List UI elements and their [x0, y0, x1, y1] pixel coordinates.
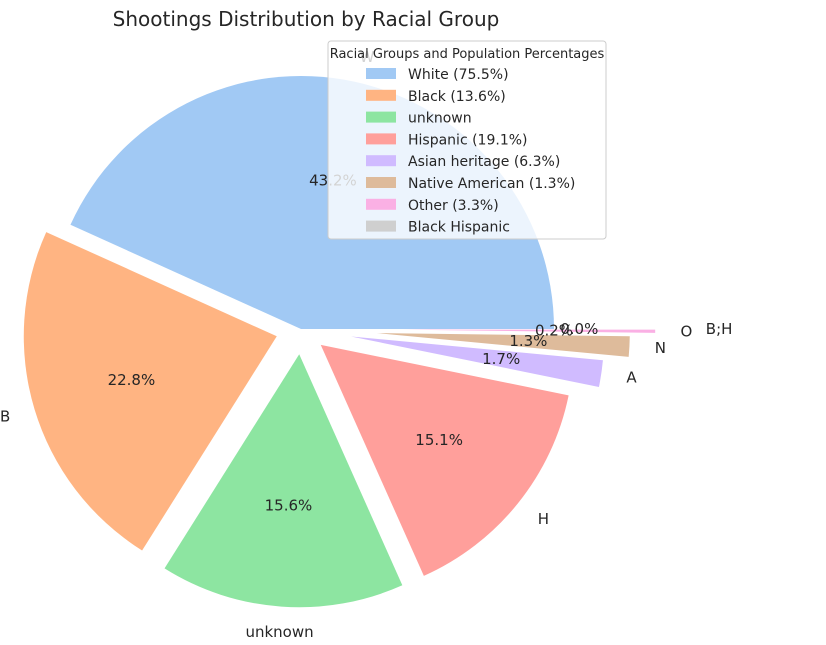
legend-swatch	[366, 68, 396, 79]
pie-slice-h	[320, 344, 569, 576]
legend-entries: White (75.5%) Black (13.6%) unknown Hispani…	[366, 67, 575, 236]
legend-entry-label: Hispanic (19.1%)	[408, 132, 528, 148]
slice-percentage-label: 0.2%	[535, 322, 573, 340]
pie-slice-a	[351, 336, 603, 388]
legend-title: Racial Groups and Population Percentages	[330, 47, 605, 62]
pie-slice-n	[376, 333, 630, 357]
slice-label: B;H	[706, 320, 733, 338]
slice-percentage-label: 22.8%	[108, 371, 156, 389]
slice-label: N	[655, 339, 666, 357]
legend-swatch	[366, 89, 396, 101]
slice-label: unknown	[245, 623, 313, 641]
slice-percentage-label: 1.3%	[509, 332, 547, 350]
legend-swatch	[366, 198, 396, 210]
legend-entry-label: Native American (1.3%)	[408, 176, 575, 192]
legend-entry-label: Asian heritage (6.3%)	[408, 154, 560, 170]
legend-swatch	[366, 111, 396, 123]
pie-slice-o	[402, 329, 656, 333]
slice-percentage-label: 1.7%	[482, 350, 520, 368]
legend-frame	[327, 40, 607, 240]
legend-entry-label: White (75.5%)	[408, 67, 509, 83]
pie-slice-b	[23, 232, 277, 551]
legend-swatch	[366, 155, 396, 167]
legend-entry-label: Black Hispanic	[408, 220, 510, 236]
slice-percentage-label: 15.1%	[415, 431, 463, 449]
legend-swatch	[366, 220, 396, 232]
slice-label: H	[538, 510, 549, 528]
legend: Racial Groups and Population Percentages…	[327, 40, 607, 240]
legend-entry-label: unknown	[408, 111, 472, 127]
pie-slice-unknown	[164, 354, 403, 608]
slice-label: A	[626, 368, 637, 386]
slice-percentage-label: 0.0%	[560, 320, 598, 338]
legend-swatch	[366, 133, 396, 145]
legend-entry-label: Other (3.3%)	[408, 198, 499, 214]
slice-percentage-label: 15.6%	[265, 497, 313, 515]
legend-entry-label: Black (13.6%)	[408, 89, 506, 105]
slice-label: O	[680, 322, 692, 340]
chart-title: Shootings Distribution by Racial Group	[113, 7, 500, 31]
slice-label: B	[0, 408, 10, 426]
legend-swatch	[366, 177, 396, 188]
